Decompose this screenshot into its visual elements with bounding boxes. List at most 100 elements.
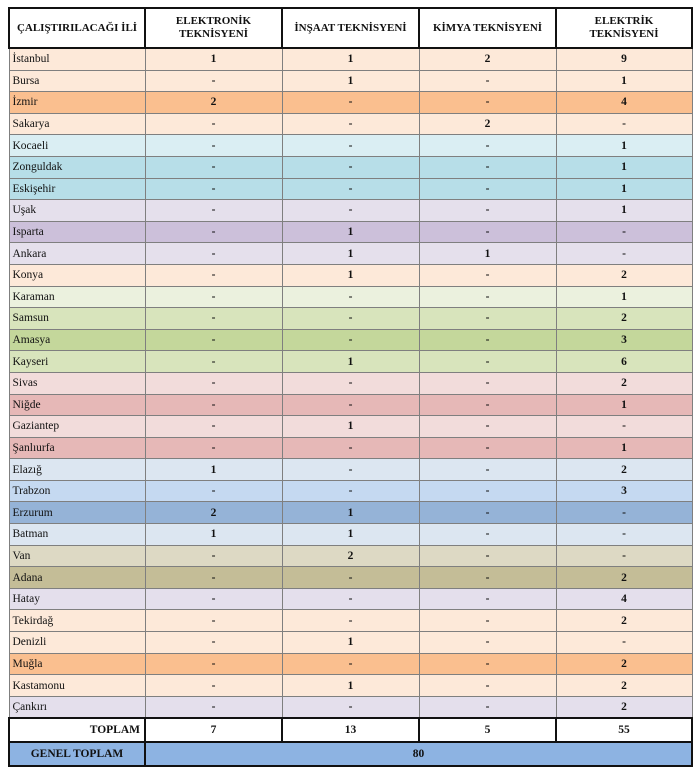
city-cell: Tekirdağ <box>8 609 146 633</box>
header-city: ÇALIŞTIRILACAĞI İLİ <box>8 7 146 49</box>
city-cell: Sivas <box>8 371 146 395</box>
city-cell: Konya <box>8 263 146 287</box>
electronics-cell: 1 <box>144 458 283 481</box>
construction-cell: - <box>281 155 420 179</box>
construction-cell: - <box>281 112 420 136</box>
chemistry-cell: - <box>418 479 557 503</box>
construction-cell: 1 <box>281 69 420 93</box>
electronics-cell: - <box>144 199 283 222</box>
city-cell: Karaman <box>8 285 146 309</box>
city-cell: Sakarya <box>8 112 146 136</box>
electronics-cell: - <box>144 566 283 589</box>
electronics-cell: - <box>144 328 283 352</box>
chemistry-cell: - <box>418 285 557 309</box>
chemistry-cell: 2 <box>418 47 557 71</box>
table-row: Kastamonu -1-2 <box>8 674 693 697</box>
electrical-cell: 2 <box>555 566 693 589</box>
electronics-cell: - <box>144 415 283 438</box>
chemistry-cell: - <box>418 501 557 525</box>
city-cell: Batman <box>8 523 146 546</box>
staff-allocation-table: ÇALIŞTIRILACAĞI İLİ ELEKTRONİK TEKNİSYEN… <box>8 7 693 768</box>
chemistry-cell: - <box>418 328 557 352</box>
electrical-cell: - <box>555 220 693 244</box>
construction-cell: - <box>281 371 420 395</box>
chemistry-cell: - <box>418 544 557 568</box>
chemistry-cell: - <box>418 631 557 654</box>
electronics-cell: - <box>144 479 283 503</box>
table-row: Sivas - - -2 <box>8 371 693 395</box>
table-row: Amasya - - -3 <box>8 328 693 352</box>
electrical-cell: 2 <box>555 609 693 633</box>
electrical-cell: 3 <box>555 479 693 503</box>
construction-cell: - <box>281 393 420 417</box>
construction-cell: - <box>281 458 420 481</box>
table-row: Eskişehir - - -1 <box>8 177 693 201</box>
electronics-cell: - <box>144 350 283 373</box>
electrical-cell: 1 <box>555 177 693 201</box>
table-row: Batman 1 1- - <box>8 523 693 546</box>
city-cell: Adana <box>8 566 146 589</box>
electronics-cell: - <box>144 285 283 309</box>
city-cell: Isparta <box>8 220 146 244</box>
chemistry-cell: - <box>418 695 557 719</box>
table-row: Kocaeli - - -1 <box>8 134 693 157</box>
city-cell: Gaziantep <box>8 415 146 438</box>
table-row: Karaman - - -1 <box>8 285 693 309</box>
electronics-cell: - <box>144 134 283 157</box>
table-row: Gaziantep -1- - <box>8 415 693 438</box>
chemistry-cell: - <box>418 307 557 330</box>
city-cell: Amasya <box>8 328 146 352</box>
chemistry-cell: 2 <box>418 112 557 136</box>
chemistry-cell: - <box>418 134 557 157</box>
table-row: Samsun - - -2 <box>8 307 693 330</box>
header-chemistry-technician: KİMYA TEKNİSYENİ <box>418 7 557 49</box>
construction-cell: - <box>281 695 420 719</box>
electronics-cell: - <box>144 393 283 417</box>
chemistry-cell: 1 <box>418 242 557 265</box>
city-cell: Ankara <box>8 242 146 265</box>
table-row: Çankırı - - -2 <box>8 695 693 719</box>
chemistry-cell: - <box>418 674 557 697</box>
construction-cell: - <box>281 609 420 633</box>
electrical-cell: - <box>555 415 693 438</box>
electronics-cell: - <box>144 307 283 330</box>
grand-total-label: GENEL TOPLAM <box>8 741 146 768</box>
construction-cell: - <box>281 307 420 330</box>
construction-cell: 2 <box>281 544 420 568</box>
construction-cell: - <box>281 134 420 157</box>
electrical-cell: 2 <box>555 458 693 481</box>
construction-cell: 1 <box>281 350 420 373</box>
electronics-cell: 2 <box>144 91 283 114</box>
table-row: Van -2- - <box>8 544 693 568</box>
electrical-cell: 2 <box>555 695 693 719</box>
chemistry-cell: - <box>418 350 557 373</box>
city-cell: Hatay <box>8 587 146 611</box>
electrical-cell: - <box>555 112 693 136</box>
table-row: Niğde - - -1 <box>8 393 693 417</box>
table-row: Isparta -1- - <box>8 220 693 244</box>
construction-cell: 1 <box>281 415 420 438</box>
electronics-cell: - <box>144 631 283 654</box>
electrical-cell: 1 <box>555 199 693 222</box>
table-row: Erzurum 2 1- - <box>8 501 693 525</box>
city-cell: Çankırı <box>8 695 146 719</box>
electrical-cell: 2 <box>555 674 693 697</box>
chemistry-cell: - <box>418 652 557 676</box>
table-row: Uşak - - -1 <box>8 199 693 222</box>
construction-cell: - <box>281 285 420 309</box>
electronics-cell: - <box>144 371 283 395</box>
construction-cell: 1 <box>281 220 420 244</box>
electrical-cell: 4 <box>555 91 693 114</box>
electrical-cell: 6 <box>555 350 693 373</box>
chemistry-cell: - <box>418 587 557 611</box>
electronics-cell: - <box>144 609 283 633</box>
city-cell: İzmir <box>8 91 146 114</box>
chemistry-cell: - <box>418 371 557 395</box>
grand-total-row: GENEL TOPLAM 80 <box>8 741 693 768</box>
construction-cell: - <box>281 91 420 114</box>
city-cell: Bursa <box>8 69 146 93</box>
electrical-cell: - <box>555 631 693 654</box>
electronics-cell: - <box>144 263 283 287</box>
construction-cell: - <box>281 436 420 460</box>
total-label: TOPLAM <box>8 717 146 744</box>
